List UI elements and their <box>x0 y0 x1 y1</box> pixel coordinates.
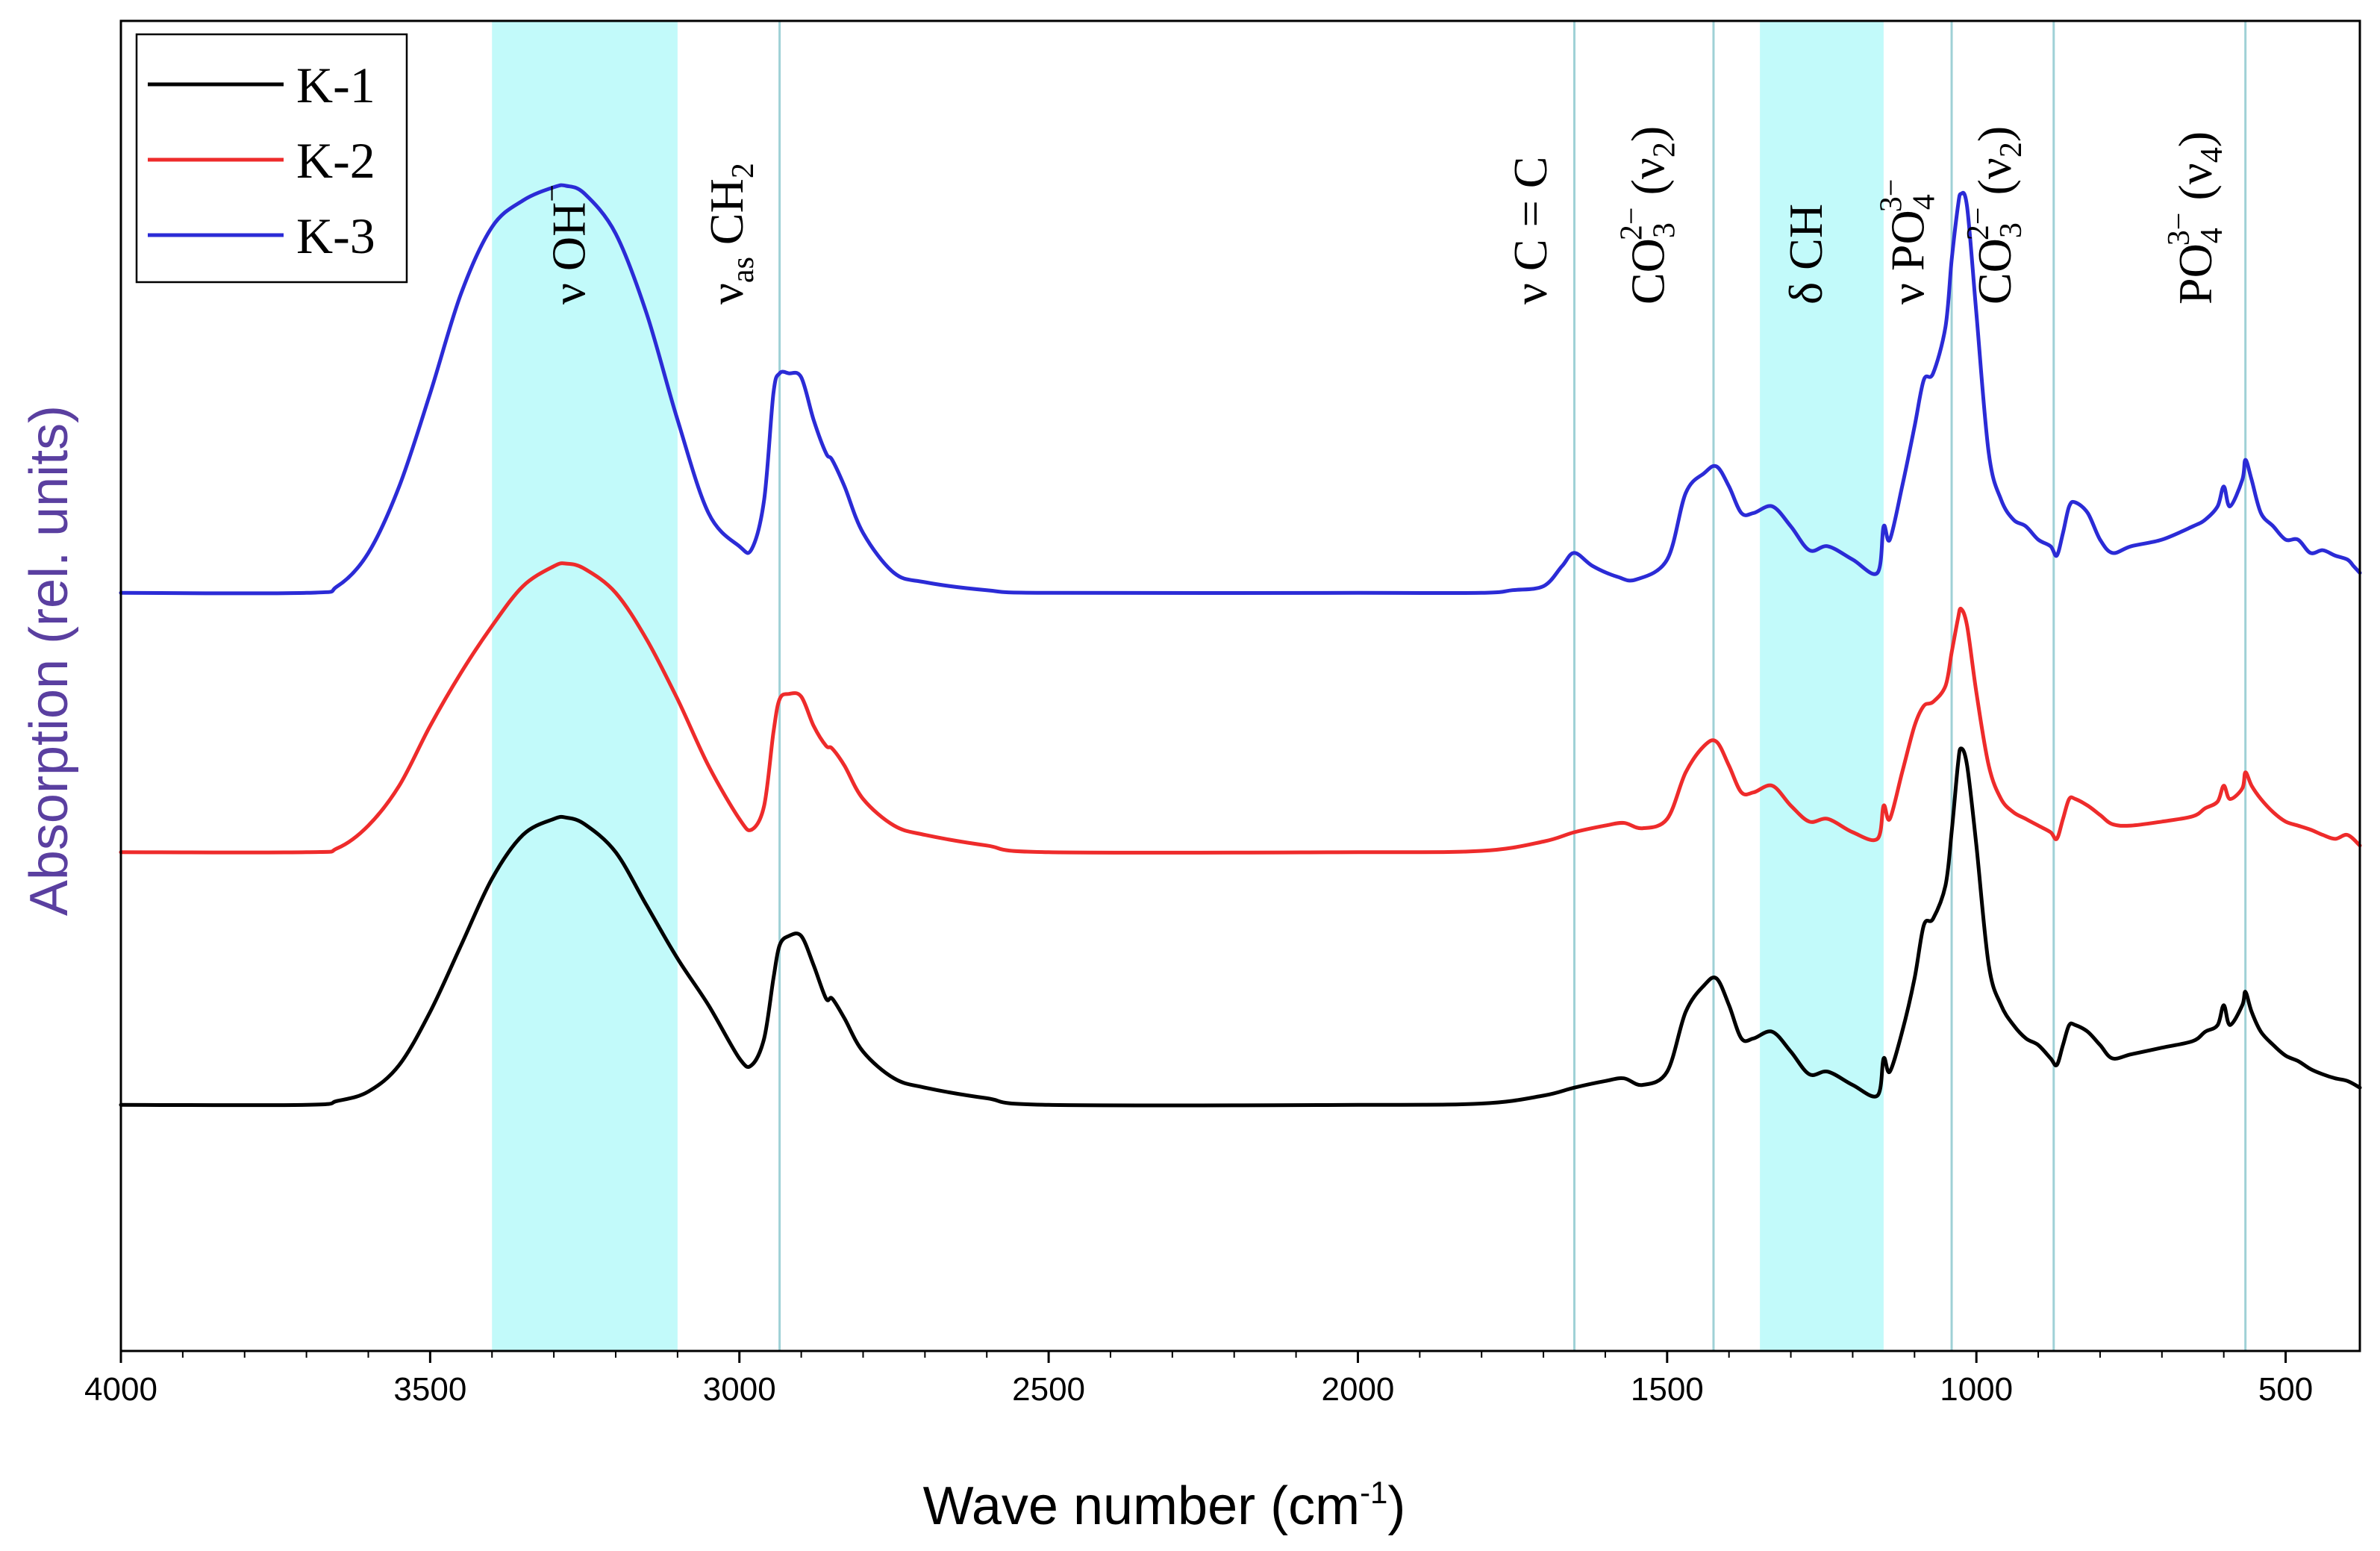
x-tick-label-500: 500 <box>2258 1371 2313 1408</box>
band-label-part: as <box>726 257 760 283</box>
band-label-part: ν PO <box>1881 210 1934 305</box>
data-series <box>119 183 2362 1108</box>
x-axis-title-text: Wave number (cm <box>923 1476 1360 1536</box>
band-label-part: (ν <box>1968 157 2021 207</box>
band-label-part: CO <box>1622 238 1675 305</box>
legend-label-K-1: K-1 <box>296 57 375 113</box>
x-tick-label-1500: 1500 <box>1631 1371 1704 1408</box>
x-tick-label-3500: 3500 <box>393 1371 466 1408</box>
band-label-part: CH <box>700 178 753 257</box>
band-label-part: (ν <box>2169 163 2222 212</box>
band-label-part: 2− <box>1615 207 1649 240</box>
series-line-K-1 <box>119 746 2362 1108</box>
band-label-nu_oh: ν OH− <box>536 184 596 305</box>
band-label-nu_as_ch2: νas CH2 <box>700 163 760 305</box>
band-label-part: 2 <box>726 163 760 178</box>
band-label-part: 2 <box>1648 142 1682 157</box>
legend-label-K-3: K-3 <box>296 207 375 264</box>
band-label-part: PO <box>2169 243 2222 305</box>
x-axis-title-superscript: -1 <box>1360 1475 1387 1510</box>
legend: K-1 K-2 K-3 <box>135 33 408 284</box>
band-label-po4_v4: PO43− (ν4) <box>2162 131 2229 305</box>
band-label-part: 4 <box>2195 228 2229 243</box>
band-label-part: ) <box>2169 131 2222 147</box>
band-label-part: CO <box>1968 238 2021 305</box>
x-tick-label-2000: 2000 <box>1322 1371 1395 1408</box>
legend-label-K-2: K-2 <box>296 132 375 189</box>
y-axis-title: Absorption (rel. units) <box>19 405 79 916</box>
band-label-part: 4 <box>1908 194 1942 210</box>
highlight-regions <box>492 21 1884 1351</box>
band-label-part: 3− <box>2162 213 2196 246</box>
highlight-region-delta_ch <box>1760 21 1884 1351</box>
x-axis: 4000 3500 3000 2500 2000 1500 1000 500 <box>84 1351 2313 1408</box>
band-label-part: ) <box>1968 126 2021 142</box>
band-label-part: 3 <box>1994 222 2028 238</box>
band-label-part: 2− <box>1961 207 1996 240</box>
band-label-part: ν OH <box>543 202 596 305</box>
x-tick-label-3000: 3000 <box>703 1371 776 1408</box>
band-label-delta_ch: δ CH <box>1779 204 1832 305</box>
band-label-nu_po4: ν PO43− <box>1875 179 1942 305</box>
band-label-nu_cc: ν C = C <box>1504 157 1557 305</box>
x-tick-label-1000: 1000 <box>1940 1371 2013 1408</box>
band-label-part: ) <box>1622 126 1675 142</box>
highlight-region-nu_oh <box>492 21 678 1351</box>
band-label-part: 3− <box>1875 179 1909 213</box>
band-label-part: − <box>536 184 570 202</box>
x-axis-title: Wave number (cm-1) <box>923 1475 1406 1536</box>
x-tick-label-2500: 2500 <box>1012 1371 1085 1408</box>
plot-frame <box>119 19 2361 1352</box>
x-axis-title-end: ) <box>1387 1476 1405 1536</box>
band-label-part: ν <box>700 283 753 305</box>
series-line-K-2 <box>119 561 2362 855</box>
x-tick-label-4000: 4000 <box>84 1371 157 1408</box>
band-label-part: 2 <box>1994 142 2028 157</box>
vertical-marker-lines <box>778 21 2247 1351</box>
band-label-part: (ν <box>1622 157 1675 207</box>
band-label-part: 3 <box>1648 222 1682 238</box>
band-labels: ν OH−νas CH2 ν C = C CO32− (ν2)δ CH ν PO43−… <box>536 126 2230 305</box>
band-label-co3_v2_a: CO32− (ν2) <box>1615 126 1682 305</box>
band-label-part: 4 <box>2195 147 2229 163</box>
band-label-co3_v2_b: CO32− (ν2) <box>1961 126 2028 305</box>
series-line-K-3 <box>119 183 2362 596</box>
